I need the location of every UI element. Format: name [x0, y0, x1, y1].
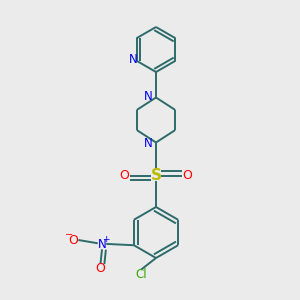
Text: N: N — [144, 90, 153, 103]
Text: O: O — [69, 233, 78, 247]
Text: S: S — [151, 168, 161, 183]
Text: N: N — [144, 137, 153, 150]
Text: O: O — [96, 262, 105, 275]
Text: O: O — [183, 169, 192, 182]
Text: −: − — [64, 230, 73, 240]
Text: Cl: Cl — [135, 268, 147, 281]
Text: +: + — [103, 235, 110, 244]
Text: N: N — [128, 53, 137, 66]
Text: N: N — [98, 238, 106, 251]
Text: O: O — [120, 169, 129, 182]
